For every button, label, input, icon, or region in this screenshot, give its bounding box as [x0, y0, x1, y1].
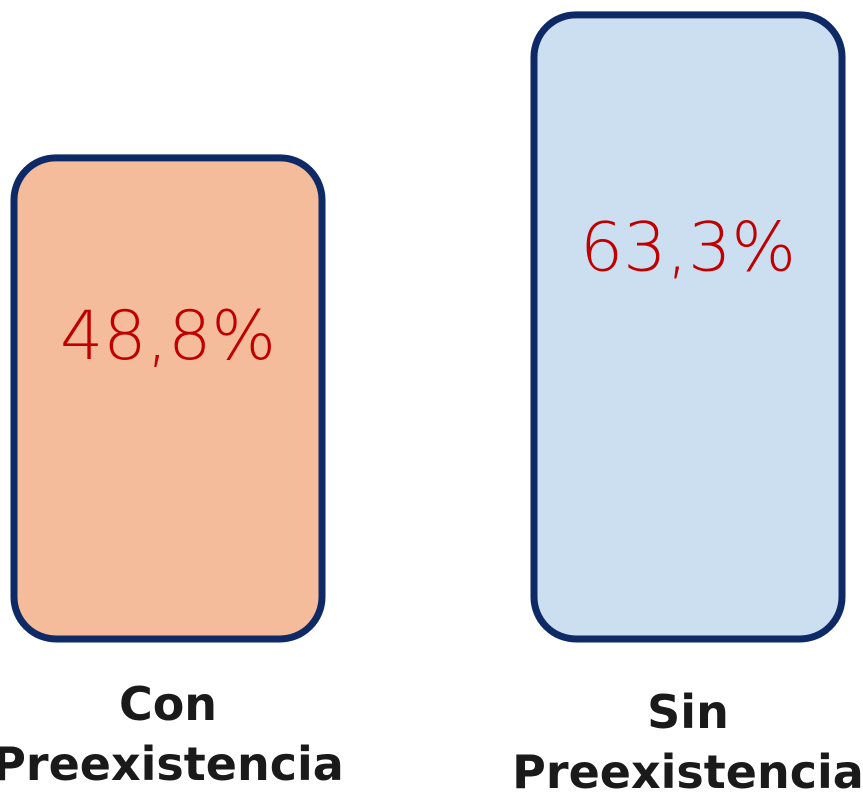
- category-label-2-line-2: Preexistencia: [512, 745, 863, 793]
- category-label-2-line-1: Sin: [647, 685, 729, 739]
- category-labels-layer: Con Preexistencia Sin Preexistencia: [0, 677, 863, 793]
- category-label-1: Con Preexistencia: [0, 677, 344, 791]
- bars-layer: [10, 11, 846, 643]
- bar-2: [530, 11, 846, 643]
- category-label-1-line-1: Con: [119, 677, 217, 731]
- category-label-2: Sin Preexistencia: [512, 685, 863, 793]
- value-label-2: 63,3%: [580, 209, 796, 288]
- bar-1: [10, 154, 326, 643]
- value-label-1: 48,8%: [60, 297, 276, 376]
- category-label-1-line-2: Preexistencia: [0, 737, 344, 791]
- value-labels-layer: 48,8% 63,3%: [60, 209, 796, 377]
